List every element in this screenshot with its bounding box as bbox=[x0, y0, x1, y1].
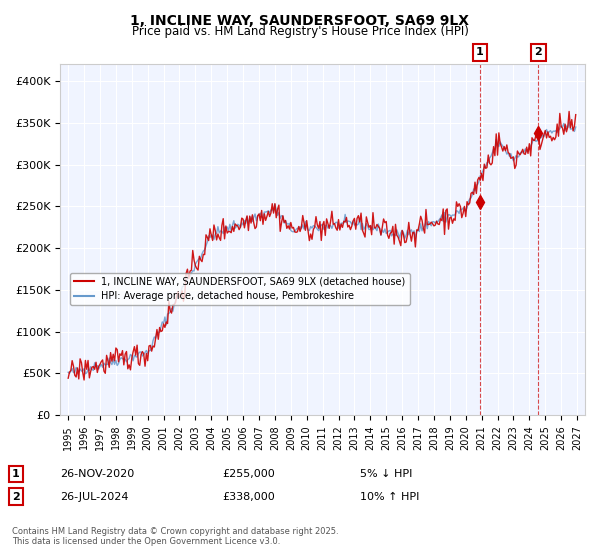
Text: £255,000: £255,000 bbox=[222, 469, 275, 479]
Text: £338,000: £338,000 bbox=[222, 492, 275, 502]
Text: 1: 1 bbox=[12, 469, 20, 479]
Text: 1: 1 bbox=[476, 48, 484, 58]
Text: 2: 2 bbox=[12, 492, 20, 502]
Text: 2: 2 bbox=[535, 48, 542, 58]
Text: 1, INCLINE WAY, SAUNDERSFOOT, SA69 9LX: 1, INCLINE WAY, SAUNDERSFOOT, SA69 9LX bbox=[131, 14, 470, 28]
Text: Price paid vs. HM Land Registry's House Price Index (HPI): Price paid vs. HM Land Registry's House … bbox=[131, 25, 469, 38]
Text: 26-NOV-2020: 26-NOV-2020 bbox=[60, 469, 134, 479]
Text: 26-JUL-2024: 26-JUL-2024 bbox=[60, 492, 128, 502]
Text: Contains HM Land Registry data © Crown copyright and database right 2025.
This d: Contains HM Land Registry data © Crown c… bbox=[12, 526, 338, 546]
Legend: 1, INCLINE WAY, SAUNDERSFOOT, SA69 9LX (detached house), HPI: Average price, det: 1, INCLINE WAY, SAUNDERSFOOT, SA69 9LX (… bbox=[70, 273, 410, 305]
Text: 10% ↑ HPI: 10% ↑ HPI bbox=[360, 492, 419, 502]
Text: 5% ↓ HPI: 5% ↓ HPI bbox=[360, 469, 412, 479]
